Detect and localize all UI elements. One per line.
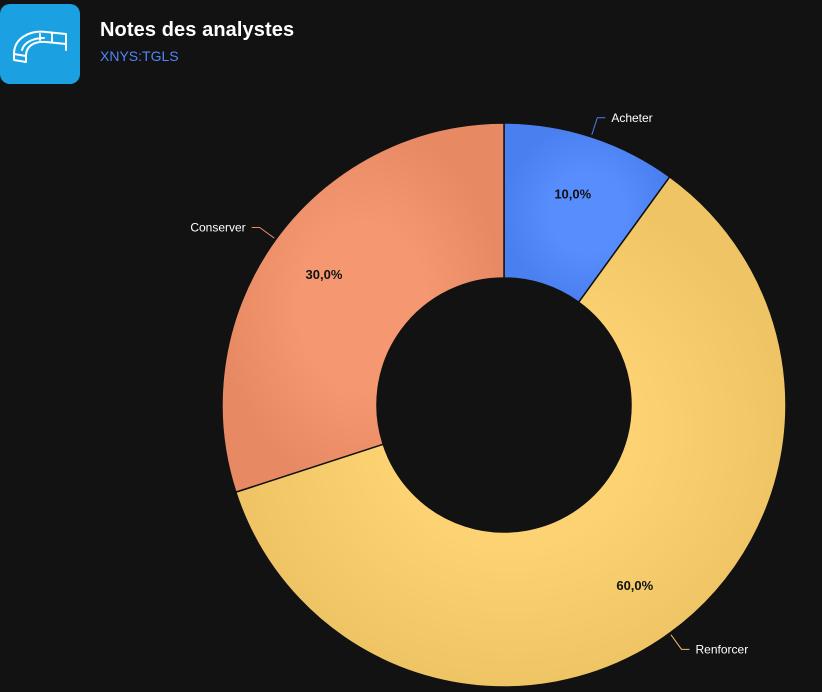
glass-curve-icon	[13, 30, 67, 63]
callout-line-renforcer	[670, 634, 690, 650]
ticker-symbol: XNYS:TGLS	[100, 48, 179, 64]
chart-value-labels: 10,0% 60,0% 30,0%	[306, 186, 654, 593]
value-label-renforcer: 60,0%	[616, 578, 653, 593]
callout-line-acheter	[591, 117, 606, 136]
chart-slices	[221, 122, 787, 688]
value-label-acheter: 10,0%	[554, 186, 591, 201]
category-label-conserver: Conserver	[190, 220, 245, 234]
slice-renforcer[interactable]	[234, 175, 787, 688]
value-label-conserver: 30,0%	[306, 267, 343, 282]
app-logo	[0, 4, 80, 84]
callout-line-conserver	[251, 226, 275, 239]
category-label-renforcer: Renforcer	[696, 642, 749, 656]
category-label-acheter: Acheter	[611, 111, 652, 125]
slice-conserver[interactable]	[221, 122, 505, 494]
chart-callouts: Acheter Renforcer Conserver	[190, 111, 748, 657]
page-title: Notes des analystes	[100, 19, 295, 41]
